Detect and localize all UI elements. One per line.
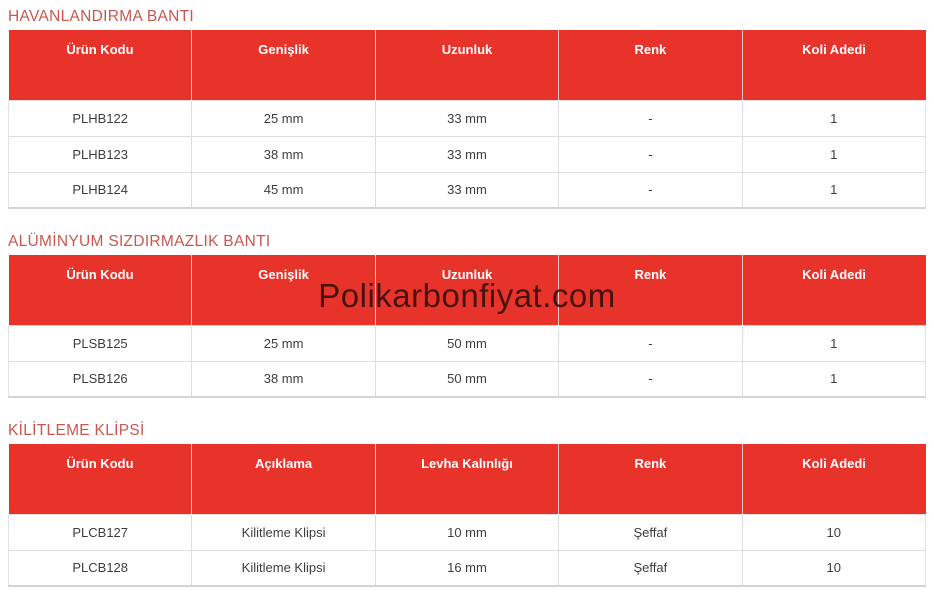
table-header-row: Ürün Kodu Genişlik Uzunluk Renk Koli Ade… (8, 30, 926, 100)
column-header-levha-kalinligi: Levha Kalınlığı (374, 444, 559, 514)
cell-product-code: PLHB122 (7, 99, 193, 137)
cell-product-code: PLSB125 (7, 324, 193, 362)
table-row: PLCB127 Kilitleme Klipsi 10 mm Şeffaf 10 (7, 513, 927, 551)
column-header-urun-kodu: Ürün Kodu (8, 30, 192, 100)
product-table: Ürün Kodu Genişlik Uzunluk Renk Koli Ade… (7, 30, 927, 209)
section-title: KİLİTLEME KLİPSİ (8, 422, 145, 439)
table-row: PLHB123 38 mm 33 mm - 1 (7, 135, 927, 173)
cell-color: - (558, 135, 743, 173)
cell-length: 33 mm (374, 135, 560, 173)
section-title: HAVANLANDIRMA BANTI (8, 8, 194, 25)
cell-product-code: PLCB128 (7, 549, 193, 587)
cell-color: - (558, 171, 743, 209)
cell-box-count: 1 (741, 171, 927, 209)
column-header-genislik: Genişlik (191, 30, 376, 100)
cell-length: 50 mm (374, 324, 560, 362)
cell-box-count: 1 (741, 360, 927, 398)
cell-product-code: PLCB127 (7, 513, 193, 551)
section-title: ALÜMİNYUM SIZDIRMAZLIK BANTI (8, 233, 271, 250)
cell-description: Kilitleme Klipsi (191, 549, 376, 587)
cell-product-code: PLHB123 (7, 135, 193, 173)
product-table: Ürün Kodu Açıklama Levha Kalınlığı Renk … (7, 444, 927, 587)
cell-sheet-thickness: 16 mm (374, 549, 560, 587)
column-header-urun-kodu: Ürün Kodu (8, 444, 192, 514)
column-header-renk: Renk (558, 444, 743, 514)
cell-length: 50 mm (374, 360, 560, 398)
cell-color: - (558, 360, 743, 398)
cell-width: 38 mm (191, 135, 376, 173)
cell-box-count: 1 (741, 135, 927, 173)
cell-color: - (558, 324, 743, 362)
cell-width: 25 mm (191, 99, 376, 137)
table-row: PLHB124 45 mm 33 mm - 1 (7, 171, 927, 209)
cell-product-code: PLHB124 (7, 171, 193, 209)
table-wrap: Ürün Kodu Genişlik Uzunluk Renk Koli Ade… (7, 30, 927, 209)
cell-length: 33 mm (374, 171, 560, 209)
cell-description: Kilitleme Klipsi (191, 513, 376, 551)
cell-width: 38 mm (191, 360, 376, 398)
cell-box-count: 1 (741, 324, 927, 362)
table-header-row: Ürün Kodu Açıklama Levha Kalınlığı Renk … (8, 444, 926, 514)
table-wrap: Ürün Kodu Genişlik Uzunluk Renk Koli Ade… (7, 255, 927, 398)
column-header-koli-adedi: Koli Adedi (741, 255, 926, 325)
cell-width: 25 mm (191, 324, 376, 362)
column-header-uzunluk: Uzunluk (374, 255, 559, 325)
table-row: PLSB125 25 mm 50 mm - 1 (7, 324, 927, 362)
column-header-aciklama: Açıklama (191, 444, 376, 514)
column-header-koli-adedi: Koli Adedi (741, 444, 926, 514)
table-row: PLHB122 25 mm 33 mm - 1 (7, 99, 927, 137)
column-header-renk: Renk (558, 255, 743, 325)
cell-color: Şeffaf (558, 513, 743, 551)
cell-color: - (558, 99, 743, 137)
table-row: PLSB126 38 mm 50 mm - 1 (7, 360, 927, 398)
column-header-renk: Renk (558, 30, 743, 100)
column-header-urun-kodu: Ürün Kodu (8, 255, 192, 325)
product-table: Ürün Kodu Genişlik Uzunluk Renk Koli Ade… (7, 255, 927, 398)
section-havanlandirma-banti: HAVANLANDIRMA BANTI Ürün Kodu Genişlik U… (7, 6, 927, 209)
table-header-row: Ürün Kodu Genişlik Uzunluk Renk Koli Ade… (8, 255, 926, 325)
cell-width: 45 mm (191, 171, 376, 209)
column-header-koli-adedi: Koli Adedi (741, 30, 926, 100)
section-aluminyum-sizdirmazlik-banti: ALÜMİNYUM SIZDIRMAZLIK BANTI Ürün Kodu G… (7, 231, 927, 398)
cell-product-code: PLSB126 (7, 360, 193, 398)
cell-length: 33 mm (374, 99, 560, 137)
cell-sheet-thickness: 10 mm (374, 513, 560, 551)
cell-box-count: 1 (741, 99, 927, 137)
table-wrap: Ürün Kodu Açıklama Levha Kalınlığı Renk … (7, 444, 927, 587)
table-row: PLCB128 Kilitleme Klipsi 16 mm Şeffaf 10 (7, 549, 927, 587)
column-header-uzunluk: Uzunluk (374, 30, 559, 100)
cell-box-count: 10 (741, 513, 927, 551)
column-header-genislik: Genişlik (191, 255, 376, 325)
cell-box-count: 10 (741, 549, 927, 587)
section-kilitleme-klipsi: KİLİTLEME KLİPSİ Ürün Kodu Açıklama Levh… (7, 420, 927, 587)
cell-color: Şeffaf (558, 549, 743, 587)
